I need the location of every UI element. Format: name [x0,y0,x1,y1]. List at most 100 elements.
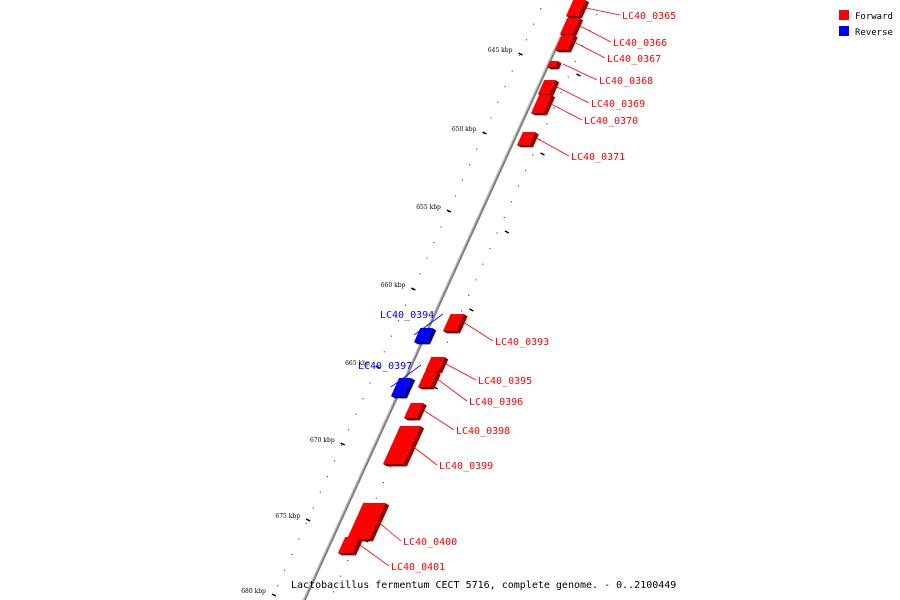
major-tick [540,152,545,156]
gene-block-side [426,328,437,345]
gene-callout-line [376,520,402,542]
gene-block-side [456,314,468,334]
gene-lc40_0400: LC40_0400 [347,503,457,548]
minor-tick-dot [539,138,541,140]
minor-tick-dot [440,226,442,228]
gene-block-bottom [418,387,434,390]
gene-callout-line [413,313,444,336]
major-tick [504,230,510,234]
minor-tick-dot [546,123,548,125]
legend-label-forward: Forward [855,12,893,22]
gene-features: LC40_0365 LC40_0366 LC40_0367 LC40_0368 LC40… [338,0,676,573]
minor-tick-dot [503,216,505,218]
gene-block-front [560,18,580,34]
gene-callout-line [574,42,606,59]
gene-label: LC40_0393 [495,337,549,348]
gene-label: LC40_0369 [591,99,645,110]
gene-label: LC40_0401 [391,562,445,573]
minor-tick-dot [341,444,343,446]
gene-lc40_0394: LC40_0394 [380,310,444,345]
gene-callout-line [445,363,477,381]
gene-label: LC40_0367 [607,54,661,65]
minor-tick-dot [461,179,464,181]
minor-tick-dot [468,294,470,296]
minor-tick-dot [397,320,400,322]
gene-block-side [529,132,539,148]
gene-lc40_0365: LC40_0365 [566,0,676,22]
tick-label: 655 kbp [416,204,441,211]
gene-block-side [403,426,425,467]
minor-tick-dot [567,76,569,78]
minor-tick-dot [291,554,293,556]
gene-block-bottom [555,50,571,53]
gene-label: LC40_0394 [380,310,434,321]
gene-block-front [555,35,574,50]
gene-lc40_0366: LC40_0366 [560,18,667,49]
minor-tick-dot [497,101,499,103]
tick-label: 670 kbp [310,437,335,444]
gene-label: LC40_0398 [456,426,510,437]
minor-tick-dot [426,257,428,259]
gene-block-bottom [404,418,420,421]
gene-lc40_0399: LC40_0399 [383,426,493,472]
major-tick [340,442,346,446]
gene-callout-line [423,410,455,431]
gene-block-front [517,132,535,145]
tick-label: 660 kbp [381,282,406,289]
gene-block-side [572,18,584,37]
major-tick [469,308,474,312]
gene-lc40_0369: LC40_0369 [538,80,645,110]
minor-tick-dot [461,310,463,312]
minor-tick-dot [581,45,584,47]
major-tick [576,73,581,77]
minor-tick-dot [433,242,435,244]
gene-block-front [531,95,552,113]
minor-tick-dot [446,341,448,343]
gene-callout-line [359,544,390,567]
major-tick [446,209,452,213]
major-tick [375,365,381,369]
minor-tick-dot [375,497,377,499]
gene-label: LC40_0365 [622,11,676,22]
minor-tick-dot [305,522,307,524]
gene-callout-line [562,63,598,81]
minor-tick-dot [382,482,384,484]
gene-callout-line [410,444,438,466]
minor-tick-dot [389,466,392,468]
gene-lc40_0397: LC40_0397 [358,361,422,399]
gene-callout-line [556,86,590,104]
gene-block-front [414,328,433,342]
gene-lc40_0370: LC40_0370 [531,95,638,127]
minor-tick-dot [284,569,286,571]
gene-block-bottom [531,113,547,116]
gene-label: LC40_0400 [403,537,457,548]
gene-block-front [404,403,423,418]
minor-tick-dot [589,29,591,31]
gene-block-front [418,372,437,387]
minor-tick-dot [574,60,576,62]
minor-tick-dot [340,575,342,577]
minor-tick-dot [532,154,534,156]
gene-block-bottom [383,464,407,467]
major-tick [271,593,277,597]
gene-block-side [369,503,390,542]
tick-label: 675 kbp [275,513,300,520]
genome-backbone [302,0,580,600]
minor-tick-dot [419,273,421,275]
gene-label: LC40_0396 [469,397,523,408]
gene-block-side [543,95,556,116]
genome-caption: Lactobacillus fermentum CECT 5716, compl… [291,580,676,591]
minor-tick-dot [533,23,535,25]
gene-callout-line [550,103,583,121]
tick-label: 645 kbp [488,47,513,54]
major-tick [305,518,311,522]
minor-tick-dot [482,263,484,265]
minor-tick-dot [560,92,562,94]
gene-callout-line [463,322,494,342]
minor-tick-dot [369,382,371,384]
tick-label: 680 kbp [241,588,266,595]
legend: Forward Reverse [839,10,893,38]
minor-tick-dot [390,335,392,337]
gene-block-side [567,35,578,53]
